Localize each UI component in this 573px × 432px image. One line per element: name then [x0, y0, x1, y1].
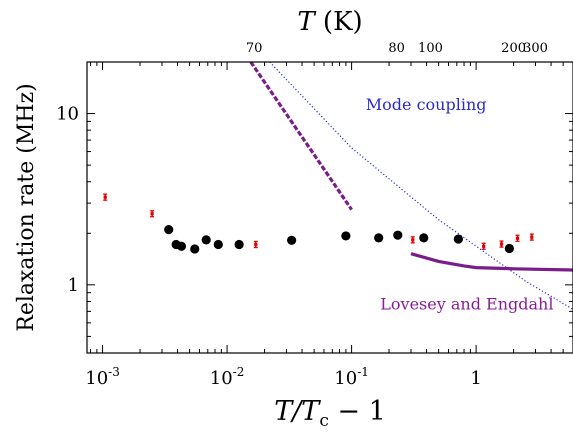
x-tick-label: 1 — [470, 368, 481, 389]
curve-solid-2 — [410, 252, 573, 272]
annotations-layer: Mode coupling Lovesey and Engdahl — [366, 95, 554, 313]
data-point-errorbar — [481, 242, 486, 250]
x-axis-title: T/Tc − 1 — [274, 396, 386, 428]
data-point — [176, 241, 187, 251]
data-point-errorbar — [410, 236, 415, 244]
annotation-label: Mode coupling — [366, 95, 487, 114]
data-point — [234, 239, 244, 250]
top-tick-label: 300 — [523, 41, 548, 56]
data-point-errorbar — [253, 240, 258, 249]
data-point — [393, 230, 403, 240]
data-point — [341, 231, 351, 241]
errorbar-marker — [150, 212, 154, 216]
y-axis-title: Relaxation rate (MHz) — [14, 83, 39, 332]
top-tick-label: 200 — [501, 41, 526, 56]
curve-dashed-1 — [249, 62, 353, 211]
errorbar-marker — [530, 235, 534, 239]
ticks-layer — [87, 61, 573, 354]
data-point — [504, 243, 514, 254]
data-point — [213, 239, 223, 250]
errorbar-marker — [499, 242, 504, 246]
data-point — [201, 235, 211, 245]
top-tick-label: 70 — [246, 41, 263, 56]
curves-layer — [249, 62, 573, 310]
x-tick-label: 10-3 — [85, 365, 120, 389]
data-point-errorbar — [529, 233, 534, 241]
data-point — [190, 244, 200, 254]
top-axis-title: T (K) — [297, 7, 362, 37]
data-point-errorbar — [150, 210, 155, 218]
curve-dotted-0 — [269, 62, 573, 310]
y-tick-label: 1 — [68, 275, 79, 296]
data-point — [453, 234, 463, 244]
data-point-errorbar — [515, 234, 520, 242]
data-point-errorbar — [499, 240, 504, 248]
errorbar-marker — [482, 244, 486, 248]
data-point — [164, 225, 174, 235]
y-tick-label: 10 — [56, 104, 79, 125]
top-tick-label: 100 — [418, 41, 443, 56]
data-point — [419, 233, 429, 243]
annotation-label: Lovesey and Engdahl — [380, 294, 553, 313]
errorbar-marker — [103, 195, 107, 199]
plot-frame — [86, 61, 573, 354]
data-point-errorbar — [103, 193, 108, 201]
x-tick-label: 10-2 — [210, 365, 245, 389]
x-tick-label: 10-1 — [334, 365, 369, 389]
top-tick-label: 80 — [388, 41, 405, 56]
errorbar-marker — [411, 238, 415, 242]
errorbar-marker — [515, 236, 520, 240]
points-layer — [103, 193, 534, 254]
data-point — [287, 235, 297, 245]
data-point — [374, 233, 384, 243]
errorbar-marker — [254, 242, 258, 247]
